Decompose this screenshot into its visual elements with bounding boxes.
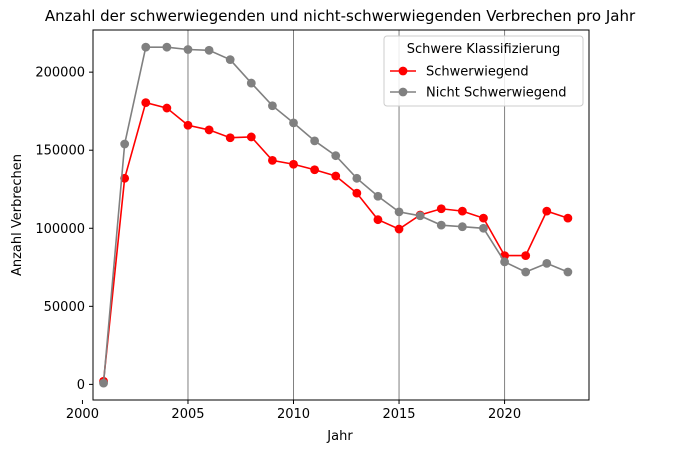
series-1-point-2003: [141, 98, 151, 107]
series-2-point-2022: [542, 258, 552, 268]
series-2-point-2007: [225, 55, 235, 65]
chart-title: Anzahl der schwerwiegenden und nicht-sch…: [45, 7, 636, 25]
series-2-point-2023: [563, 267, 573, 277]
x-tick-label-2000: 2000: [66, 407, 99, 422]
legend-box: [383, 35, 584, 107]
series-2: [99, 42, 573, 388]
series-1-point-2009: [268, 155, 277, 165]
series-1: [99, 98, 573, 386]
y-tick-label-200000: 200000: [35, 66, 85, 81]
x-tick-label-2020: 2020: [488, 407, 521, 422]
x-tick-label-2015: 2015: [382, 407, 415, 422]
series-2-point-2008: [246, 78, 256, 88]
series-1-point-2012: [331, 171, 341, 181]
series-2-point-2019: [479, 223, 488, 233]
series-1-point-2007: [225, 133, 235, 143]
series-1-point-2008: [246, 132, 256, 142]
series-1-point-2022: [542, 206, 552, 216]
series-2-point-2003: [141, 42, 151, 52]
plot-frame: [92, 29, 590, 401]
series-1-point-2005: [183, 120, 193, 130]
legend-marker-1: [398, 66, 408, 76]
legend-marker-2: [398, 87, 408, 97]
series-2-point-2014: [373, 191, 383, 201]
series-1-point-2015: [394, 224, 404, 234]
series-2-point-2015: [394, 207, 404, 217]
legend: Schwere Klassifizierung Schwerwiegend Nich…: [383, 35, 584, 107]
legend-label-2: Nicht Schwerwiegend: [426, 86, 567, 101]
series-2-point-2013: [352, 173, 362, 183]
series-1-point-2021: [521, 251, 531, 260]
series-2-point-2021: [521, 267, 531, 277]
y-tick-label-150000: 150000: [35, 144, 85, 159]
series-1-point-2011: [310, 165, 320, 175]
x-tick-label-2005: 2005: [171, 407, 204, 422]
series-2-point-2020: [500, 257, 509, 267]
x-tick-label-2010: 2010: [277, 407, 310, 422]
series-1-point-2010: [289, 159, 298, 169]
series-layer: [99, 42, 573, 388]
series-2-point-2005: [183, 45, 193, 54]
series-2-point-2016: [415, 211, 425, 221]
series-2-point-2012: [331, 151, 341, 161]
y-tick-label-50000: 50000: [44, 300, 85, 315]
legend-label-1: Schwerwiegend: [426, 65, 529, 80]
series-2-point-2004: [162, 42, 172, 52]
series-2-point-2009: [268, 101, 277, 111]
y-tick-label-100000: 100000: [35, 222, 85, 237]
series-2-point-2011: [310, 136, 320, 146]
series-1-point-2006: [204, 125, 214, 135]
series-2-point-2010: [289, 118, 298, 128]
series-1-point-2004: [162, 103, 172, 113]
series-2-point-2017: [436, 220, 446, 230]
series-2-point-2006: [204, 45, 214, 55]
series-1-point-2013: [352, 188, 362, 198]
series-2-point-2018: [457, 222, 467, 232]
series-1-line: [102, 101, 569, 382]
legend-title: Schwere Klassifizierung: [407, 42, 560, 57]
y-axis-label: Anzahl Verbrechen: [10, 154, 25, 276]
y-tick-label-0: 0: [77, 378, 85, 393]
series-1-point-2023: [563, 213, 573, 223]
series-1-point-2019: [479, 213, 488, 223]
x-axis-label: Jahr: [326, 429, 353, 444]
series-2-point-2002: [120, 139, 130, 149]
series-1-point-2018: [457, 206, 467, 216]
series-2-point-2001: [99, 378, 108, 388]
series-1-point-2014: [373, 215, 383, 225]
series-1-point-2017: [436, 204, 446, 214]
axes: 2000 2005 2010 2015 2020 0 50000 100000 150000 20…: [35, 29, 590, 422]
